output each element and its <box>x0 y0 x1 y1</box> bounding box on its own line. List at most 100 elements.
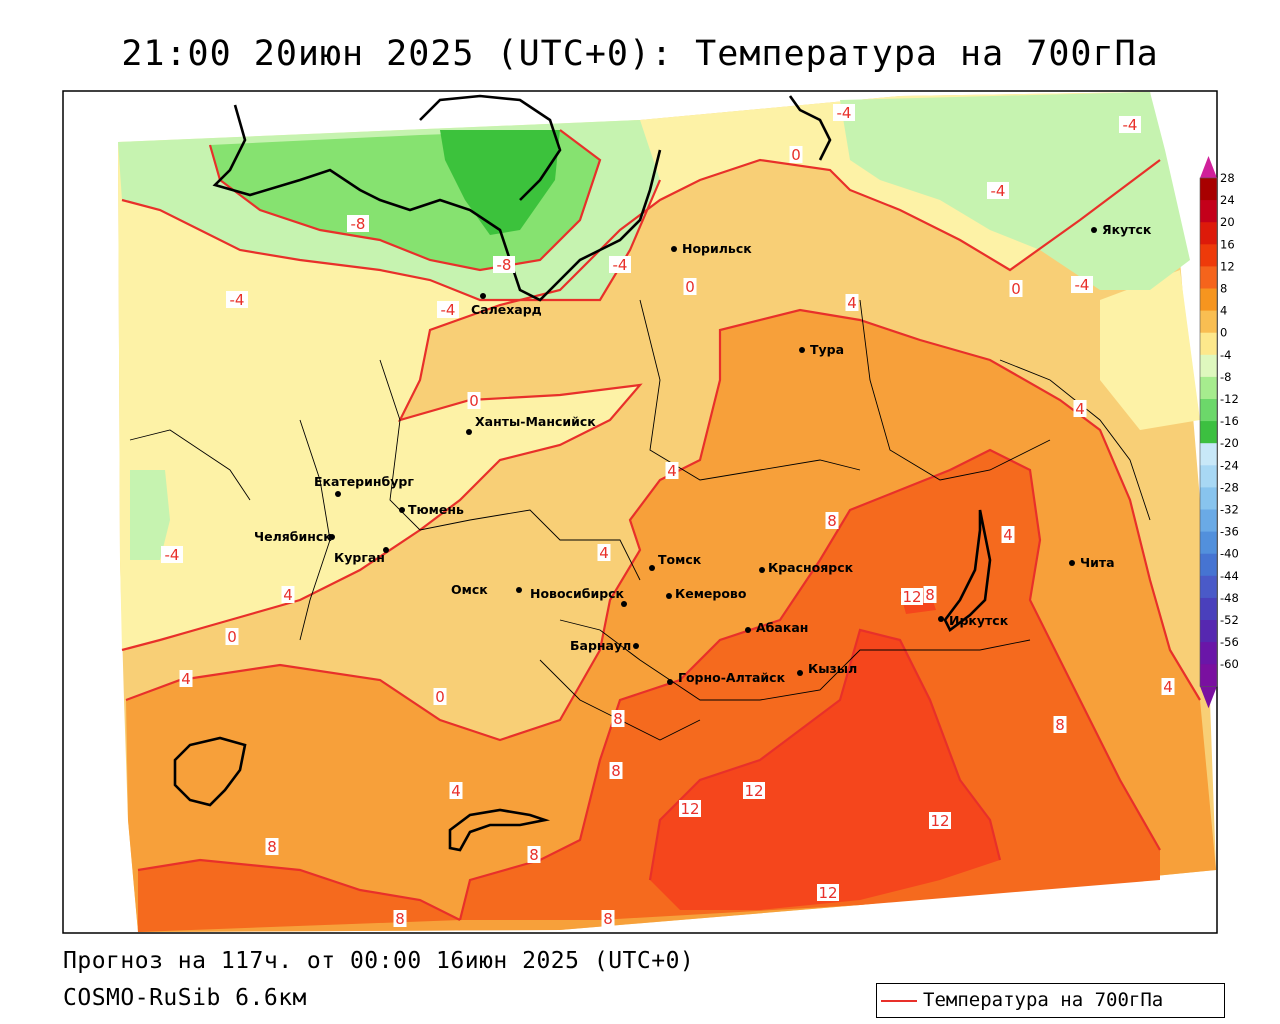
isoline-label: 4 <box>283 586 293 604</box>
colorbar-label: -52 <box>1220 613 1239 627</box>
city-label: Омск <box>451 582 488 597</box>
region-minus16-to-minus12 <box>440 130 560 235</box>
city-marker <box>666 593 672 599</box>
colorbar-swatch <box>1200 288 1217 312</box>
isoline-label-bg <box>789 146 803 163</box>
colorbar-label: 16 <box>1220 237 1235 251</box>
colorbar-label: -16 <box>1220 414 1239 428</box>
isoline-label: 8 <box>613 710 623 728</box>
city-marker <box>938 616 944 622</box>
colorbar-swatch <box>1200 421 1217 444</box>
isoline-label: -4 <box>837 104 852 122</box>
isoline-label: 8 <box>267 838 277 856</box>
city-label: Томск <box>658 552 702 567</box>
isoline-label-bg <box>393 910 407 927</box>
isoline-label-bg <box>987 182 1009 199</box>
isoline-label: 8 <box>529 846 539 864</box>
isoline-label-bg <box>845 294 859 311</box>
city-label: Барнаул <box>570 638 631 653</box>
city-marker <box>399 507 405 513</box>
region-minus4-to-0-east <box>1100 270 1200 430</box>
colorbar-label: 8 <box>1220 282 1227 296</box>
city-marker <box>633 643 639 649</box>
colorbar-label: 0 <box>1220 326 1227 340</box>
isoline-label-bg <box>449 782 463 799</box>
isoline-label-bg <box>833 104 855 121</box>
isoline-label-bg <box>433 688 447 705</box>
isoline-label-bg <box>1119 116 1141 133</box>
city-label: Чита <box>1080 555 1115 570</box>
isoline-label: -4 <box>1075 276 1090 294</box>
isoline-label-bg <box>161 546 183 563</box>
colorbar-swatch <box>1200 620 1217 643</box>
colorbar-label: -60 <box>1220 657 1239 671</box>
colorbar-swatch <box>1200 509 1217 533</box>
colorbar-swatch <box>1200 553 1217 577</box>
isoline-label-bg <box>226 291 248 308</box>
isoline-label-bg <box>817 884 839 901</box>
colorbar-swatch <box>1200 178 1217 201</box>
colorbar-swatch <box>1200 443 1217 466</box>
isoline-label-bg <box>437 301 459 318</box>
city-label: Якутск <box>1102 222 1152 237</box>
colorbar-label: 28 <box>1220 171 1235 185</box>
isoline-label: -4 <box>441 301 456 319</box>
colorbar-outline <box>1199 177 1218 687</box>
isoline-label: 0 <box>685 278 695 296</box>
isoline-label-bg <box>679 800 701 817</box>
colorbar-label: 20 <box>1220 215 1235 229</box>
city-label: Тура <box>810 342 844 357</box>
city-marker <box>649 565 655 571</box>
isoline-label: 8 <box>611 762 621 780</box>
city-marker <box>799 347 805 353</box>
city-label: Тюмень <box>408 502 464 517</box>
isoline-label: 8 <box>827 512 837 530</box>
isoline-label: 4 <box>1163 678 1173 696</box>
admin-borders <box>129 299 1151 741</box>
colorbar-label: 24 <box>1220 193 1235 207</box>
city-label: Новосибирск <box>530 586 625 601</box>
isoline-label: 0 <box>469 392 479 410</box>
region-minus8-to-minus4-yakutia <box>840 92 1190 290</box>
city-marker <box>329 534 335 540</box>
isoline-label: 4 <box>181 670 191 688</box>
isoline-label-bg <box>825 512 839 529</box>
colorbar-swatch <box>1200 642 1217 665</box>
colorbar-swatch <box>1200 399 1217 422</box>
isoline-label-bg <box>683 278 697 295</box>
temperature-field <box>63 91 1217 933</box>
colorbar-swatch <box>1200 200 1217 223</box>
isoline-label-bg <box>665 462 679 479</box>
city-label: Абакан <box>756 620 808 635</box>
isoline-label-bg <box>743 782 765 799</box>
isoline-label: 4 <box>451 782 461 800</box>
isoline-label: 0 <box>227 628 237 646</box>
map-title: 21:00 20июн 2025 (UTC+0): Температура на… <box>121 34 1159 74</box>
isoline-label: 0 <box>791 146 801 164</box>
isoline-label-bg <box>1053 716 1067 733</box>
colorbar-label: -20 <box>1220 436 1239 450</box>
isoline-label-bg <box>1009 280 1023 297</box>
isoline-label-bg <box>923 586 937 603</box>
city-marker <box>466 429 472 435</box>
city-label: Екатеринбург <box>314 474 414 489</box>
colorbar-label: -12 <box>1220 392 1239 406</box>
city-marker <box>1069 560 1075 566</box>
colorbar-swatch <box>1200 664 1217 687</box>
isoline-label: 4 <box>1003 526 1013 544</box>
city-label: Салехард <box>471 302 542 317</box>
isoline-label: -4 <box>165 546 180 564</box>
colorbar-label: -4 <box>1220 348 1231 362</box>
isoline-label: 12 <box>902 588 921 606</box>
city-marker <box>671 246 677 252</box>
city-label: Кемерово <box>675 586 747 601</box>
region-8-to-12-south <box>138 860 460 932</box>
isoline-label-bg <box>467 392 481 409</box>
city-marker <box>516 587 522 593</box>
city-label: Норильск <box>682 241 752 256</box>
colorbar-swatch <box>1200 244 1217 267</box>
colorbar-label: 12 <box>1220 259 1235 273</box>
legend-label: Температура на 700гПа <box>923 989 1164 1011</box>
colorbar-label: -36 <box>1220 525 1239 539</box>
colorbar-swatch <box>1200 332 1217 356</box>
